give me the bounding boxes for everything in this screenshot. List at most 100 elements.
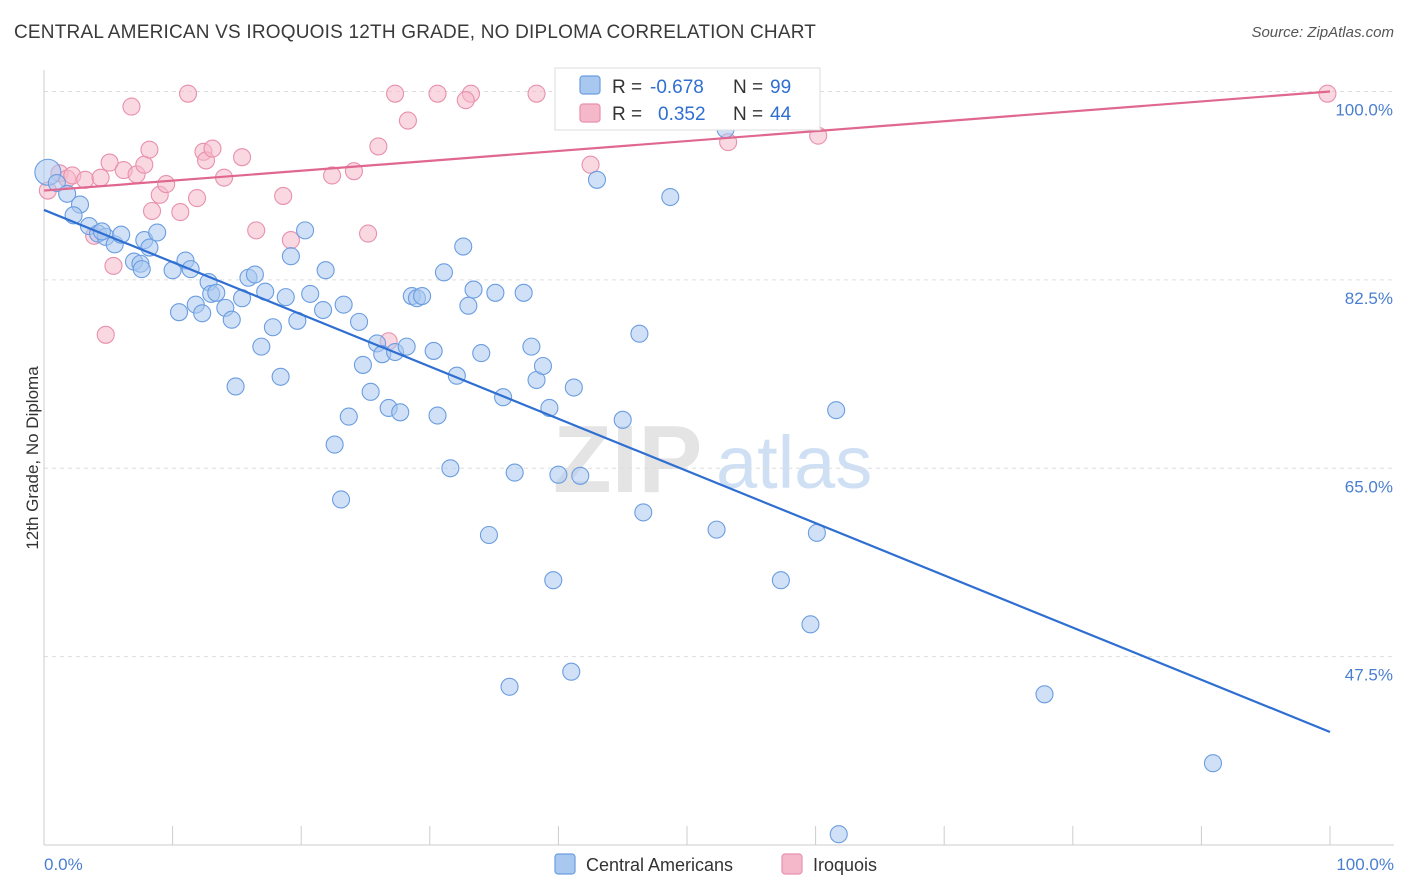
- ca-point-68: [479, 525, 499, 545]
- ca-point-32: [252, 337, 271, 356]
- ca-point-73: [514, 283, 533, 302]
- ca-point-89: [707, 520, 726, 539]
- ca-point-41: [314, 300, 333, 320]
- ca-point-13: [132, 260, 151, 279]
- ca-point-87: [661, 187, 680, 207]
- ca-point-48: [353, 355, 372, 374]
- ca-point-95: [1035, 685, 1054, 704]
- iroquois-point-28: [323, 166, 342, 185]
- ca-point-76: [533, 356, 553, 376]
- iroquois-point-24: [232, 148, 252, 167]
- ca-point-37: [281, 247, 300, 266]
- ca-point-40: [301, 284, 320, 303]
- ca-point-44: [332, 490, 351, 509]
- iroquois-point-37: [581, 155, 600, 174]
- iroquois-point-12: [135, 155, 154, 174]
- iroquois-point-30: [359, 224, 378, 243]
- ca-point-96: [1203, 754, 1223, 773]
- stats-legend: R = -0.678 N = 99 R = 0.352 N = 44: [554, 67, 821, 131]
- iroquois-point-6: [91, 168, 110, 187]
- iroquois-point-40: [1318, 84, 1337, 103]
- iroquois-point-31: [369, 137, 388, 156]
- legend-r-value-0: -0.678: [650, 77, 704, 98]
- legend-swatch-iroquois: [579, 103, 601, 123]
- legend-n-value-1: 44: [770, 104, 792, 125]
- iroquois-point-43: [96, 325, 115, 344]
- ca-point-59: [424, 341, 443, 360]
- iroquois-point-26: [274, 186, 293, 205]
- ca-point-35: [271, 367, 290, 386]
- ca-point-22: [193, 304, 212, 323]
- y-tick-labels: 47.5% 65.0% 82.5% 100.0%: [1335, 101, 1393, 685]
- legend-n-value-0: 99: [770, 77, 791, 98]
- ca-point-58: [413, 286, 432, 306]
- watermark-atlas: atlas: [716, 421, 872, 504]
- iroquois-point-34: [428, 84, 447, 103]
- ca-point-42: [316, 261, 335, 280]
- iroquois-point-22: [203, 139, 222, 158]
- y-tick-label-0: 47.5%: [1345, 666, 1393, 685]
- ca-point-45: [334, 295, 353, 314]
- iroquois-point-32: [386, 84, 405, 103]
- legend-n-label-1: N =: [733, 104, 763, 125]
- source-note: Source: ZipAtlas.com: [1251, 24, 1394, 41]
- y-tick-label-2: 82.5%: [1345, 289, 1393, 308]
- legend-r-label-1: R =: [612, 104, 642, 125]
- ca-point-66: [464, 280, 483, 299]
- ca-point-28: [226, 377, 245, 396]
- ca-point-31: [245, 265, 264, 284]
- ca-point-65: [459, 296, 478, 315]
- ca-point-85: [630, 324, 649, 343]
- iroquois-point-36: [527, 84, 546, 103]
- iroquois-point-7: [100, 153, 119, 172]
- x-axis-ticks: [172, 826, 1331, 845]
- legend-swatch-central-americans: [579, 75, 601, 95]
- y-axis-title: 12th Grade, No Diploma: [23, 366, 42, 550]
- bottom-legend-swatch-central-americans: [554, 853, 576, 875]
- iroquois-point-33: [398, 111, 417, 130]
- ca-point-94: [829, 825, 848, 844]
- trend-line-iroquois: [43, 90, 1331, 192]
- ca-point-83: [587, 170, 607, 189]
- ca-point-18: [169, 303, 189, 322]
- iroquois-point-25: [247, 221, 266, 240]
- ca-point-72: [505, 463, 524, 482]
- ca-point-84: [613, 410, 632, 429]
- ca-point-69: [486, 283, 505, 302]
- iroquois-point-41: [456, 91, 475, 110]
- ca-point-62: [441, 459, 460, 478]
- chart-title: CENTRAL AMERICAN VS IROQUOIS 12TH GRADE,…: [14, 22, 817, 43]
- ca-point-43: [325, 435, 344, 454]
- trend-line-central-americans: [43, 208, 1331, 733]
- y-tick-label-1: 65.0%: [1345, 477, 1393, 496]
- ca-point-67: [472, 344, 491, 363]
- x-tick-label-1: 100.0%: [1336, 855, 1394, 874]
- iroquois-point-8: [104, 256, 123, 275]
- iroquois-point-16: [157, 175, 176, 194]
- ca-point-79: [549, 465, 568, 484]
- ca-point-49: [361, 382, 380, 401]
- legend-r-value-1: 0.352: [658, 104, 706, 125]
- gridlines: [44, 91, 1394, 658]
- series-legend: Central Americans Iroquois: [554, 853, 877, 875]
- ca-point-27: [222, 310, 241, 329]
- bottom-legend-swatch-iroquois: [781, 853, 803, 875]
- legend-r-label-0: R =: [612, 77, 642, 98]
- iroquois-point-18: [178, 84, 198, 103]
- ca-point-54: [391, 403, 410, 422]
- ca-point-71: [500, 677, 519, 696]
- ca-point-60: [428, 406, 447, 425]
- y-tick-label-3: 100.0%: [1335, 101, 1393, 120]
- ca-point-47: [350, 312, 369, 331]
- x-tick-label-0: 0.0%: [44, 855, 83, 874]
- ca-point-25: [207, 283, 226, 302]
- ca-point-82: [571, 466, 590, 485]
- ca-point-61: [434, 263, 453, 282]
- ca-point-90: [771, 571, 790, 590]
- ca-point-74: [522, 337, 541, 356]
- axes: [43, 70, 1394, 846]
- ca-point-91: [801, 615, 820, 634]
- legend-n-label-0: N =: [733, 77, 763, 98]
- iroquois-point-13: [140, 140, 159, 159]
